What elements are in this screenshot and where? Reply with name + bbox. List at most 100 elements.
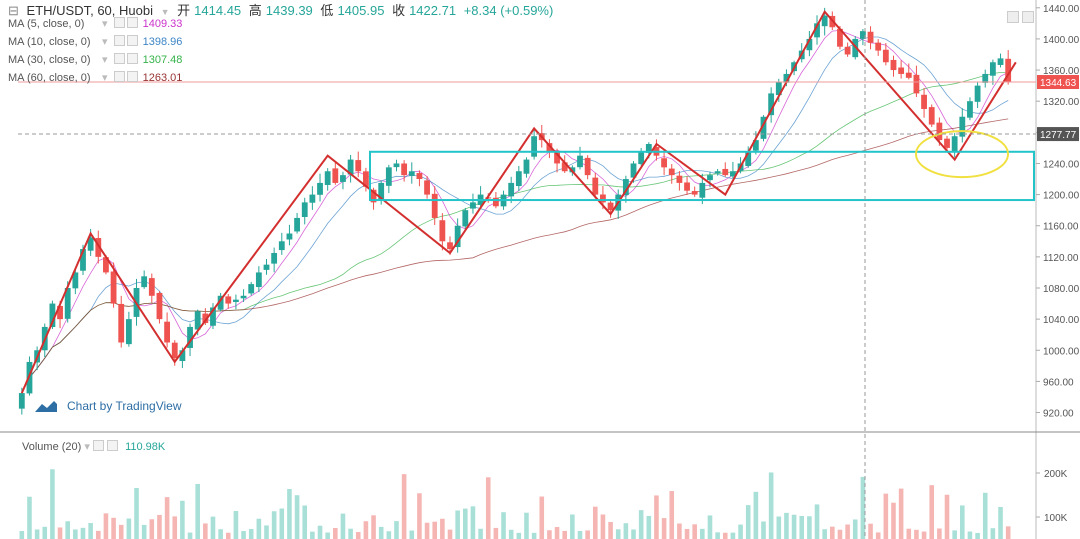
volume-bar — [623, 523, 629, 539]
chevron-down-icon[interactable]: ▾ — [102, 18, 108, 30]
collapse-icon[interactable]: ⊟ — [8, 3, 19, 18]
symbol-title[interactable]: ETH/USDT, 60, Huobi — [26, 3, 153, 18]
close-label: 收 — [392, 3, 406, 18]
candle-body — [684, 182, 690, 191]
volume-bar — [440, 518, 445, 539]
volume-bar — [271, 511, 277, 539]
candle-body — [431, 193, 438, 218]
volume-bar — [937, 528, 942, 539]
maximize-icon[interactable] — [1022, 11, 1034, 23]
volume-bar — [50, 469, 55, 539]
ma-value: 1307.48 — [142, 54, 183, 66]
volume-bar — [65, 521, 70, 539]
volume-bars — [19, 469, 1011, 539]
candle-body — [699, 182, 706, 198]
candle-body — [18, 393, 25, 409]
volume-bar — [470, 506, 476, 539]
volume-bar — [401, 474, 407, 539]
low-value: 1405.95 — [337, 3, 385, 18]
volume-bar — [914, 529, 919, 539]
close-icon[interactable] — [126, 17, 138, 28]
volume-tick-label: 100K — [1044, 513, 1068, 524]
candle-body — [577, 155, 583, 168]
settings-icon[interactable] — [113, 17, 125, 28]
candle-body — [370, 189, 377, 203]
volume-bar — [134, 487, 139, 539]
volume-bar — [791, 514, 797, 539]
volume-bar — [814, 504, 820, 539]
volume-bar — [944, 494, 950, 539]
chevron-down-icon[interactable]: ▾ — [102, 36, 108, 48]
volume-bar — [631, 529, 636, 539]
close-icon[interactable] — [126, 53, 138, 64]
volume-bar — [929, 485, 935, 539]
settings-icon[interactable] — [113, 53, 125, 64]
settings-icon[interactable] — [92, 440, 104, 451]
candle-body — [447, 242, 453, 250]
candle-body — [882, 49, 889, 63]
volume-bar — [333, 527, 338, 539]
price-tick-label: 1000.00 — [1043, 346, 1080, 357]
volume-bar — [340, 513, 346, 539]
price-tick-label: 960.00 — [1043, 377, 1074, 388]
volume-bar — [248, 529, 254, 539]
volume-bar — [875, 532, 881, 539]
current-price-tag-text: 1344.63 — [1040, 78, 1077, 89]
candle-body — [470, 202, 476, 209]
settings-icon[interactable] — [113, 35, 125, 46]
settings-icon[interactable] — [113, 71, 125, 82]
chevron-down-icon[interactable]: ▾ — [102, 72, 108, 84]
volume-bar — [294, 495, 300, 539]
volume-bar — [807, 516, 812, 539]
volume-bar — [394, 521, 399, 539]
volume-bar — [837, 529, 843, 539]
volume-bar — [830, 526, 835, 539]
price-tick-label: 1360.00 — [1043, 66, 1080, 77]
candle-body — [1005, 58, 1012, 82]
restore-icon[interactable] — [1007, 11, 1019, 23]
volume-bar — [180, 500, 185, 539]
chevron-down-icon[interactable]: ▾ — [102, 54, 108, 66]
volume-bar — [157, 514, 162, 539]
candle-body — [944, 138, 950, 148]
volume-bar — [73, 529, 78, 539]
volume-bar — [57, 527, 63, 539]
candle-body — [951, 136, 958, 151]
price-tick-label: 1040.00 — [1043, 315, 1080, 326]
volume-bar — [279, 508, 285, 539]
close-icon[interactable] — [126, 71, 138, 82]
price-tick-label: 1320.00 — [1043, 97, 1080, 108]
chevron-down-icon[interactable]: ▼ — [160, 7, 170, 17]
volume-bar — [860, 476, 866, 539]
candle-body — [730, 171, 736, 177]
volume-bar — [677, 523, 682, 539]
candle-body — [95, 238, 102, 257]
candle-body — [309, 194, 316, 203]
volume-bar — [982, 492, 988, 539]
candle-body — [278, 241, 285, 251]
candle-body — [913, 74, 920, 94]
candle-body — [745, 151, 752, 166]
close-icon[interactable] — [126, 35, 138, 46]
candle-body — [263, 264, 270, 270]
volume-bar — [669, 491, 675, 539]
volume-bar — [111, 517, 116, 539]
candle-body — [875, 42, 882, 51]
volume-bar — [409, 530, 415, 539]
candle-body — [707, 175, 713, 181]
tradingview-watermark[interactable]: Chart by TradingView — [67, 399, 182, 413]
price-tick-label: 920.00 — [1043, 409, 1074, 420]
ma-row: MA (60, close, 0) ▾ 1263.01 — [8, 70, 182, 86]
volume-bar — [722, 532, 728, 539]
volume-tick-label: 200K — [1044, 469, 1068, 480]
zigzag-trendline — [20, 9, 1017, 394]
candle-body — [814, 23, 820, 38]
chevron-down-icon[interactable]: ▾ — [84, 441, 90, 453]
price-tick-label: 1160.00 — [1043, 222, 1079, 233]
volume-bar — [990, 528, 996, 539]
ma-row: MA (10, close, 0) ▾ 1398.96 — [8, 34, 182, 50]
candle-body — [821, 15, 828, 27]
close-icon[interactable] — [107, 440, 119, 451]
ma-value: 1263.01 — [142, 72, 183, 84]
